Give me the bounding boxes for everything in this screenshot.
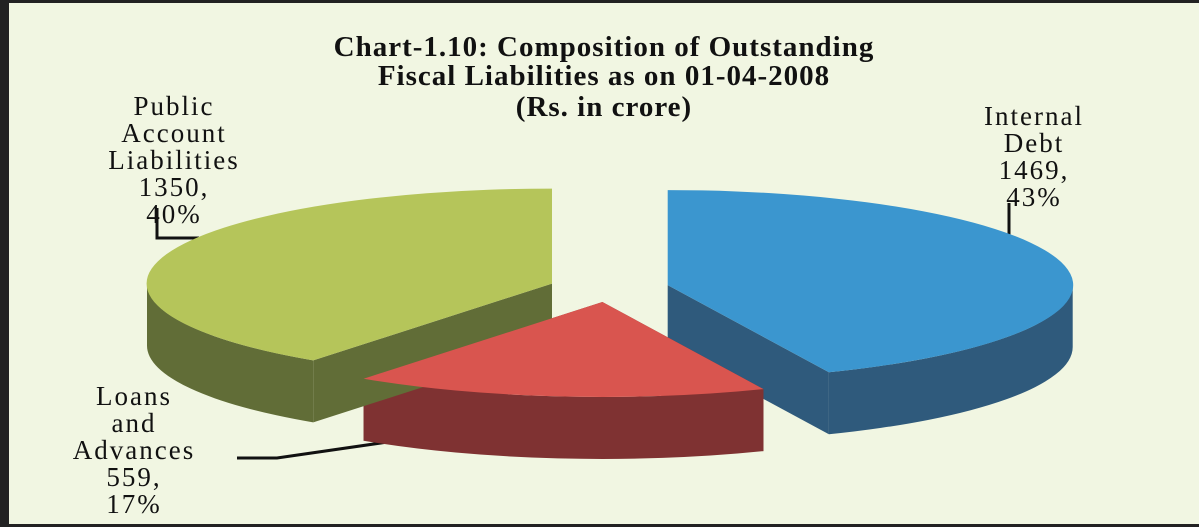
outer-wall xyxy=(828,285,1073,435)
pie-slice xyxy=(146,188,552,361)
slice-label: Internal Debt xyxy=(984,101,1084,158)
pie-area xyxy=(146,188,1074,460)
value-label: 559, 17% xyxy=(106,462,162,519)
value-label: 1469, 43% xyxy=(998,155,1070,212)
chart-subtitle: (Rs. in crore) xyxy=(515,91,693,123)
chart-title: Chart-1.10: Composition of Outstanding F… xyxy=(333,31,875,92)
pie-slice xyxy=(363,302,764,397)
slice-label: Loans and Advances xyxy=(72,381,196,465)
value-label: 1350, 40% xyxy=(138,172,210,229)
radial-face xyxy=(313,283,552,423)
outer-wall xyxy=(146,283,314,423)
leader-line xyxy=(155,208,199,240)
slice-label: Public Account Liabilities xyxy=(108,91,240,175)
outer-wall xyxy=(363,378,764,459)
radial-face xyxy=(667,285,829,435)
pie-slice xyxy=(667,190,1074,373)
